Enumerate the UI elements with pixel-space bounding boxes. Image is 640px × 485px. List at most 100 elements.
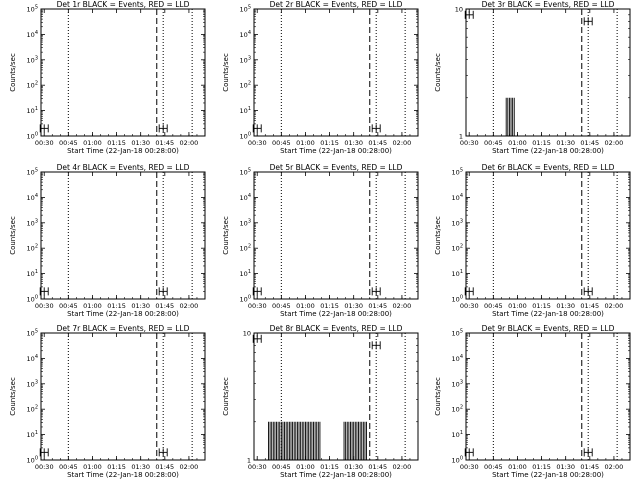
x-tick-label: 00:30 bbox=[248, 139, 267, 147]
x-tick-label: 02:00 bbox=[605, 302, 624, 310]
x-axis-label: Start Time (22-Jan-18 00:28:00) bbox=[67, 147, 179, 155]
y-tick-label: 104 bbox=[27, 193, 38, 202]
x-tick-label: 01:15 bbox=[107, 463, 126, 471]
y-tick-label: 105 bbox=[27, 168, 38, 177]
x-tick-label: 01:30 bbox=[344, 463, 363, 471]
plot-frame bbox=[40, 332, 206, 461]
x-axis-label: Start Time (22-Jan-18 00:28:00) bbox=[67, 310, 179, 318]
y-tick-label: 103 bbox=[452, 379, 463, 388]
x-tick-label: 01:45 bbox=[155, 302, 174, 310]
x-axis-label: Start Time (22-Jan-18 00:28:00) bbox=[280, 471, 392, 479]
x-tick-label: 02:00 bbox=[393, 139, 412, 147]
x-tick-label: 01:15 bbox=[532, 463, 551, 471]
panel-title: Det 8r BLACK = Events, RED = LLD bbox=[270, 324, 403, 333]
y-tick-label: 104 bbox=[452, 354, 463, 363]
y-tick-label: 102 bbox=[452, 244, 463, 253]
panel-title: Det 5r BLACK = Events, RED = LLD bbox=[270, 163, 403, 172]
y-axis-label: Counts/sec bbox=[434, 216, 442, 255]
x-axis-label: Start Time (22-Jan-18 00:28:00) bbox=[492, 471, 604, 479]
plot-frame bbox=[465, 332, 631, 461]
y-axis-label: Counts/sec bbox=[9, 216, 17, 255]
y-tick-label: 105 bbox=[27, 5, 38, 14]
y-axis-label: Counts/sec bbox=[9, 53, 17, 92]
y-tick-label: 100 bbox=[452, 456, 463, 465]
data-marker bbox=[158, 287, 168, 296]
x-tick-label: 01:45 bbox=[580, 139, 599, 147]
x-tick-label: 00:45 bbox=[272, 463, 291, 471]
y-tick-label: 1 bbox=[247, 457, 251, 465]
data-marker bbox=[371, 287, 381, 296]
y-axis-label: Counts/sec bbox=[434, 53, 442, 92]
x-tick-label: 02:00 bbox=[605, 139, 624, 147]
x-tick-label: 01:15 bbox=[320, 463, 339, 471]
data-marker bbox=[158, 448, 168, 457]
x-tick-label: 01:00 bbox=[83, 302, 102, 310]
y-axis-label: Counts/sec bbox=[9, 377, 17, 416]
y-tick-label: 10 bbox=[243, 330, 251, 338]
x-tick-label: 01:30 bbox=[556, 139, 575, 147]
panel-title: Det 7r BLACK = Events, RED = LLD bbox=[57, 324, 190, 333]
plot-frame bbox=[40, 8, 206, 137]
panel-title: Det 1r BLACK = Events, RED = LLD bbox=[57, 0, 190, 9]
x-tick-label: 01:15 bbox=[107, 139, 126, 147]
x-tick-label: 00:45 bbox=[59, 463, 78, 471]
x-tick-label: 00:30 bbox=[248, 463, 267, 471]
y-tick-label: 104 bbox=[27, 30, 38, 39]
x-tick-label: 01:15 bbox=[532, 302, 551, 310]
x-tick-label: 01:00 bbox=[508, 302, 527, 310]
x-tick-label: 02:00 bbox=[605, 463, 624, 471]
x-tick-label: 01:00 bbox=[508, 463, 527, 471]
x-tick-label: 00:30 bbox=[248, 302, 267, 310]
y-tick-label: 101 bbox=[240, 106, 251, 115]
x-tick-label: 02:00 bbox=[180, 139, 199, 147]
x-tick-label: 01:30 bbox=[131, 302, 150, 310]
x-tick-label: 00:45 bbox=[484, 139, 503, 147]
y-tick-label: 104 bbox=[452, 193, 463, 202]
x-tick-label: 01:00 bbox=[508, 139, 527, 147]
y-tick-label: 101 bbox=[452, 430, 463, 439]
panel-det-3r: Det 3r BLACK = Events, RED = LLD 1 10 Count… bbox=[434, 0, 631, 155]
data-marker bbox=[371, 124, 381, 133]
y-axis-label: Counts/sec bbox=[222, 53, 230, 92]
x-tick-label: 01:00 bbox=[296, 463, 315, 471]
y-tick-label: 105 bbox=[452, 329, 463, 338]
plot-frame bbox=[253, 171, 419, 300]
y-tick-label: 102 bbox=[27, 405, 38, 414]
x-tick-label: 01:00 bbox=[296, 139, 315, 147]
y-tick-label: 100 bbox=[240, 295, 251, 304]
y-tick-label: 101 bbox=[452, 269, 463, 278]
data-marker bbox=[583, 17, 593, 26]
x-tick-label: 01:30 bbox=[131, 139, 150, 147]
y-tick-label: 100 bbox=[27, 132, 38, 141]
data-marker bbox=[39, 287, 49, 296]
x-tick-label: 00:45 bbox=[484, 302, 503, 310]
x-tick-label: 01:45 bbox=[368, 139, 387, 147]
y-tick-label: 102 bbox=[452, 405, 463, 414]
panel-det-5r: Det 5r BLACK = Events, RED = LLD 100 101 10… bbox=[222, 163, 419, 318]
x-tick-label: 01:45 bbox=[368, 463, 387, 471]
x-axis-label: Start Time (22-Jan-18 00:28:00) bbox=[492, 147, 604, 155]
panel-title: Det 2r BLACK = Events, RED = LLD bbox=[270, 0, 403, 9]
data-marker bbox=[464, 448, 474, 457]
x-tick-label: 01:00 bbox=[296, 302, 315, 310]
x-tick-label: 01:00 bbox=[83, 463, 102, 471]
y-tick-label: 103 bbox=[240, 218, 251, 227]
x-tick-label: 02:00 bbox=[180, 302, 199, 310]
data-marker bbox=[39, 124, 49, 133]
y-tick-label: 104 bbox=[240, 193, 251, 202]
plot-frame bbox=[465, 8, 631, 137]
y-tick-label: 103 bbox=[27, 55, 38, 64]
panel-det-6r: Det 6r BLACK = Events, RED = LLD 100 101 10… bbox=[434, 163, 631, 318]
panel-det-4r: Det 4r BLACK = Events, RED = LLD 100 101 10… bbox=[9, 163, 206, 318]
y-tick-label: 100 bbox=[240, 132, 251, 141]
x-tick-label: 00:45 bbox=[59, 302, 78, 310]
y-tick-label: 100 bbox=[27, 456, 38, 465]
x-tick-label: 01:45 bbox=[580, 463, 599, 471]
y-tick-label: 101 bbox=[240, 269, 251, 278]
y-tick-label: 101 bbox=[27, 269, 38, 278]
y-tick-label: 105 bbox=[27, 329, 38, 338]
y-axis-label: Counts/sec bbox=[222, 216, 230, 255]
x-tick-label: 00:45 bbox=[272, 302, 291, 310]
